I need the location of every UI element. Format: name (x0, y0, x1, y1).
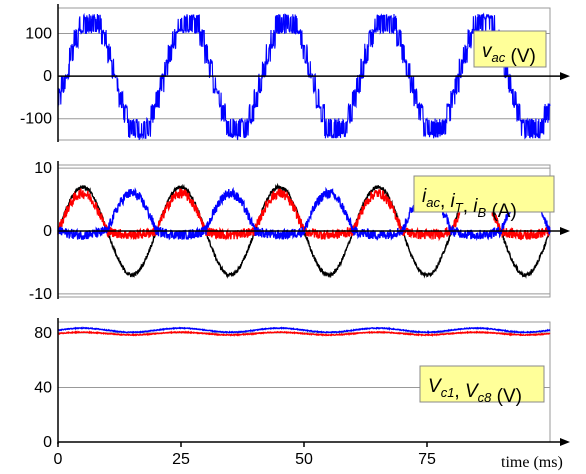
y-tick-label-bottom-0: 80 (34, 325, 52, 342)
y-tick-label-bottom-1: 40 (34, 379, 52, 396)
x-axis-arrow-bottom (560, 438, 570, 446)
series-line-bottom-0 (57, 326, 551, 335)
x-tick-label-1: 25 (172, 451, 190, 468)
series-line-top-0 (57, 12, 551, 141)
legend-text-bottom: Vc1, Vc8 (V) (428, 376, 522, 407)
legend-box-top (473, 30, 547, 68)
series-line-middle-2 (57, 186, 551, 242)
y-tick-label-top-1: 0 (43, 68, 52, 85)
x-axis-arrow-middle (560, 227, 570, 235)
y-tick-label-middle-0: 10 (34, 160, 52, 177)
y-tick-label-top-0: 100 (25, 26, 52, 43)
panel-capacitor-voltages: 80 40 00 25 50 75 (34, 318, 570, 468)
series-line-bottom-1 (57, 330, 551, 338)
legend-text-top: vac (V) (482, 41, 536, 67)
y-tick-label-bottom-2: 0 (43, 434, 52, 451)
y-tick-label-middle-1: 0 (43, 223, 52, 240)
legend-text-middle: iac, iT, iB (A) (422, 186, 517, 222)
x-tick-label-0: 0 (54, 451, 63, 468)
x-axis-label: time (ms) (501, 454, 563, 471)
panel-vac: 100 0 -100 (20, 4, 570, 142)
legends: vac (V) iac, iT, iB (A) Vc1, Vc8 (V) (413, 30, 555, 407)
x-tick-label-3: 75 (418, 451, 436, 468)
x-tick-label-2: 50 (295, 451, 313, 468)
legend-box-middle (413, 175, 555, 213)
y-tick-label-middle-2: -10 (29, 286, 52, 303)
x-axis-arrow-top (560, 72, 570, 81)
panel-currents: 10 0 -10 (29, 160, 570, 303)
y-tick-label-top-2: -100 (20, 111, 52, 128)
legend-box-bottom (419, 365, 545, 403)
